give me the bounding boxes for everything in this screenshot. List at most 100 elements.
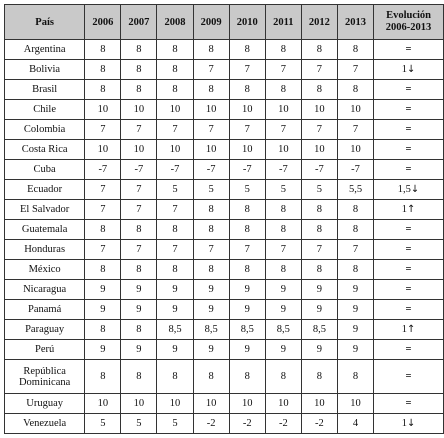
header-2007: 2007 <box>120 4 158 40</box>
score-cell: 9 <box>264 339 302 360</box>
evolution-cell: 1↓ <box>373 413 444 434</box>
evolution-cell: = <box>373 239 444 260</box>
evolution-value: = <box>405 84 412 95</box>
score-cell: 7 <box>264 119 302 140</box>
score-cell: 10 <box>84 139 122 160</box>
evolution-cell: = <box>373 119 444 140</box>
score-cell: 9 <box>300 279 338 300</box>
table-row: Uruguay 10 10 10 10 10 10 10 10 = <box>3 393 444 414</box>
score-cell: 9 <box>300 339 338 360</box>
democracy-score-table: País 2006 2007 2008 2009 2010 2011 2012 … <box>3 4 444 434</box>
score-cell: 8,5 <box>228 319 266 340</box>
country-cell: Panamá <box>3 299 86 320</box>
score-cell: 9 <box>336 319 375 340</box>
arrow-down-icon: ↓ <box>410 184 420 195</box>
header-row: País 2006 2007 2008 2009 2010 2011 2012 … <box>3 4 444 40</box>
evolution-cell: = <box>373 299 444 320</box>
evolution-value: 1 <box>401 324 407 335</box>
score-cell: 8 <box>84 359 122 394</box>
table-row: México 8 8 8 8 8 8 8 8 = <box>3 259 444 280</box>
score-cell: 8 <box>264 219 302 240</box>
evolution-value: 1 <box>401 418 407 429</box>
country-cell: República Dominicana <box>3 359 86 394</box>
score-cell: -2 <box>192 413 230 434</box>
score-cell: 8 <box>84 79 122 100</box>
score-cell: 7 <box>228 239 266 260</box>
score-cell: 9 <box>336 299 375 320</box>
header-2006: 2006 <box>84 4 122 40</box>
score-cell: 8 <box>300 79 338 100</box>
country-cell: Paraguay <box>3 319 86 340</box>
arrow-up-icon: ↑ <box>406 324 416 335</box>
score-cell: 8 <box>192 199 230 220</box>
arrow-up-icon: ↑ <box>406 204 416 215</box>
score-cell: 7 <box>300 119 338 140</box>
header-2009: 2009 <box>192 4 230 40</box>
header-2011: 2011 <box>264 4 302 40</box>
score-cell: 10 <box>228 393 266 414</box>
score-cell: 10 <box>192 393 230 414</box>
score-cell: 10 <box>300 393 338 414</box>
score-cell: 7 <box>336 119 375 140</box>
evolution-value: = <box>405 104 412 115</box>
score-cell: 8 <box>264 79 302 100</box>
country-cell: Bolivia <box>3 59 86 80</box>
country-cell: Costa Rica <box>3 139 86 160</box>
score-cell: 8 <box>336 79 375 100</box>
table-row: El Salvador 7 7 7 8 8 8 8 8 1↑ <box>3 199 444 220</box>
evolution-value: 1,5 <box>397 184 411 195</box>
score-cell: 10 <box>264 393 302 414</box>
arrow-down-icon: ↓ <box>406 64 416 75</box>
table-row: Perú 9 9 9 9 9 9 9 9 = <box>3 339 444 360</box>
country-cell: Guatemala <box>3 219 86 240</box>
score-cell: -7 <box>336 159 375 180</box>
table-row: Paraguay 8 8 8,5 8,5 8,5 8,5 8,5 9 1↑ <box>3 319 444 340</box>
score-cell: 5 <box>156 179 194 200</box>
score-cell: 7 <box>156 119 194 140</box>
score-cell: 8 <box>84 39 122 60</box>
score-cell: 8 <box>300 199 338 220</box>
table-row: Bolivia 8 8 8 7 7 7 7 7 1↓ <box>3 59 444 80</box>
evolution-cell: = <box>373 219 444 240</box>
table-row: Cuba -7 -7 -7 -7 -7 -7 -7 -7 = <box>3 159 444 180</box>
score-cell: 8 <box>84 59 122 80</box>
score-cell: 7 <box>120 239 158 260</box>
evolution-value: = <box>405 284 412 295</box>
score-cell: 8,5 <box>300 319 338 340</box>
score-cell: 8 <box>156 79 194 100</box>
country-cell: Venezuela <box>3 413 86 434</box>
score-cell: 8 <box>336 359 375 394</box>
evolution-value: = <box>405 124 412 135</box>
score-cell: 8 <box>192 219 230 240</box>
score-cell: 10 <box>228 139 266 160</box>
score-cell: 10 <box>156 99 194 120</box>
country-cell: México <box>3 259 86 280</box>
evolution-cell: 1↑ <box>373 199 444 220</box>
score-cell: 7 <box>120 179 158 200</box>
arrow-down-icon: ↓ <box>406 418 416 429</box>
table-row: Nicaragua 9 9 9 9 9 9 9 9 = <box>3 279 444 300</box>
table-row: Argentina 8 8 8 8 8 8 8 8 = <box>3 39 444 60</box>
score-cell: 7 <box>336 239 375 260</box>
score-cell: 7 <box>84 179 122 200</box>
evolution-cell: = <box>373 39 444 60</box>
score-cell: 8 <box>336 39 375 60</box>
score-cell: -7 <box>264 159 302 180</box>
score-cell: -7 <box>156 159 194 180</box>
score-cell: 7 <box>84 239 122 260</box>
country-cell: El Salvador <box>3 199 86 220</box>
score-cell: 8 <box>228 259 266 280</box>
score-cell: 9 <box>84 339 122 360</box>
score-cell: 8 <box>120 59 158 80</box>
score-cell: 5 <box>192 179 230 200</box>
evolution-value: 1 <box>401 64 407 75</box>
score-cell: 10 <box>264 139 302 160</box>
header-2012: 2012 <box>300 4 338 40</box>
score-cell: 5,5 <box>336 179 375 200</box>
score-cell: 7 <box>120 199 158 220</box>
score-cell: 9 <box>192 299 230 320</box>
score-cell: 8 <box>336 199 375 220</box>
evolution-value: = <box>405 224 412 235</box>
score-cell: 10 <box>336 99 375 120</box>
table-row: Honduras 7 7 7 7 7 7 7 7 = <box>3 239 444 260</box>
